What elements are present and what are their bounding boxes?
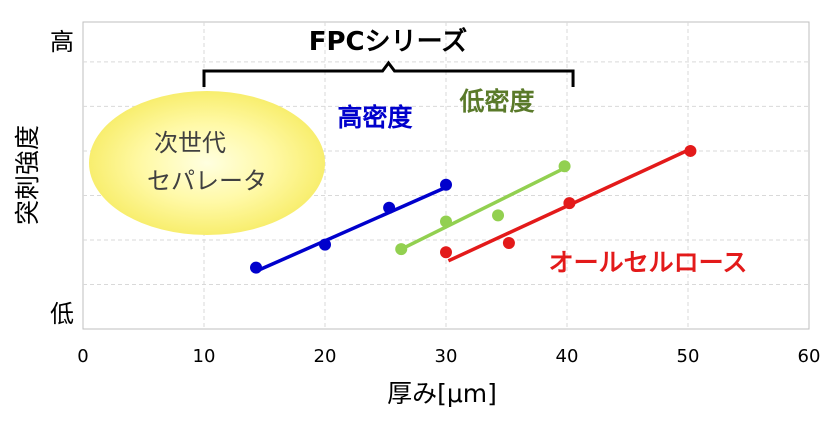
x-tick-label: 40 [556, 346, 579, 367]
data-point [383, 201, 396, 214]
blob-line-2: セパレータ [147, 167, 267, 195]
data-point [563, 197, 576, 210]
series-2 [395, 160, 571, 256]
data-point [319, 238, 331, 251]
x-tick-labels: 0 10 20 30 40 50 60 [77, 346, 820, 367]
next-gen-separator-blob [89, 91, 325, 235]
x-axis-title: 厚み[μm] [387, 379, 497, 408]
blob-line-1: 次世代 [154, 129, 226, 157]
fpc-bracket [202, 60, 575, 87]
series-1 [250, 178, 452, 274]
trend-line [400, 167, 563, 251]
data-point [440, 178, 452, 191]
y-bottom-label: 低 [50, 300, 74, 328]
legend-label-low-density: 低密度 [458, 87, 534, 116]
x-tick-label: 20 [314, 346, 337, 367]
legend-label-high-density: 高密度 [337, 103, 412, 132]
y-axis-title: 突刺強度 [13, 125, 42, 225]
x-tick-label: 0 [77, 346, 88, 367]
data-point [250, 261, 263, 274]
data-point [492, 209, 505, 222]
series-layer [250, 144, 697, 274]
data-point [684, 144, 697, 157]
data-point [395, 243, 408, 256]
data-point [440, 246, 452, 259]
data-point [558, 160, 571, 173]
trend-line [255, 184, 450, 273]
x-tick-label: 50 [677, 346, 700, 367]
x-tick-label: 30 [435, 346, 458, 367]
bracket-label: FPCシリーズ [309, 26, 468, 57]
x-tick-label: 60 [798, 346, 821, 367]
x-tick-label: 10 [193, 346, 216, 367]
data-point [502, 237, 515, 250]
legend-label-all-cellulose: オールセルロース [549, 248, 748, 277]
y-top-label: 高 [50, 28, 74, 56]
series-3 [440, 144, 697, 263]
data-point [440, 215, 452, 228]
